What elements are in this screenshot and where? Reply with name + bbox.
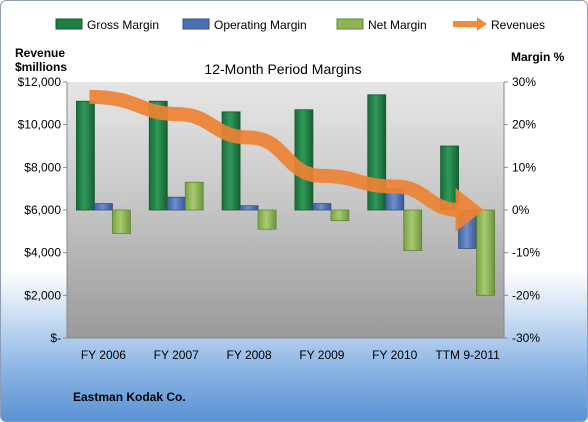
right-tick-label: -10% (512, 246, 540, 260)
operating-margin-bar (94, 203, 113, 211)
left-axis-ticks: $- $2,000 $4,000 $6,000 $8,000 $10,000 $12,000 (18, 75, 67, 345)
legend-label-operating: Operating Margin (214, 18, 307, 32)
legend-label-gross: Gross Margin (87, 18, 159, 32)
net-margin-bar (330, 209, 350, 222)
right-tick-label: 0% (512, 203, 530, 217)
plot-area (67, 82, 504, 338)
legend: Gross Margin Operating Margin Net Margin… (55, 17, 545, 32)
left-axis-title-line2: $millions (15, 60, 67, 74)
legend-label-net: Net Margin (368, 18, 427, 32)
left-tick-label: $2,000 (24, 288, 61, 302)
gross-margin-bar (76, 100, 95, 211)
category-label: TTM 9-2011 (435, 348, 500, 362)
operating-margin-bar (166, 196, 186, 211)
category-label: FY 2010 (372, 348, 417, 362)
right-tick-label: 20% (512, 118, 536, 132)
right-axis-title: Margin % (511, 50, 565, 64)
left-tick-label: $12,000 (18, 75, 62, 89)
left-tick-label: $8,000 (24, 160, 61, 174)
left-axis-title-line1: Revenue (15, 46, 65, 60)
legend-swatch-net (336, 18, 364, 30)
chart-title: 12-Month Period Margins (204, 61, 361, 77)
operating-margin-bar (239, 205, 259, 211)
revenue-series (89, 89, 484, 232)
revenue-line (89, 89, 461, 217)
right-tick-label: -20% (512, 288, 540, 302)
legend-arrow-icon (477, 17, 487, 31)
category-label: FY 2007 (154, 348, 199, 362)
left-tick-label: $- (50, 331, 61, 345)
legend-label-revenues: Revenues (491, 18, 545, 32)
category-label: FY 2009 (299, 348, 344, 362)
right-tick-label: -30% (512, 331, 540, 345)
revenue-arrowhead (455, 188, 484, 232)
category-label: FY 2006 (81, 348, 126, 362)
right-axis-ticks: -30% -20% -10% 0% 10% 20% 30% (504, 75, 540, 345)
net-margin-bar (257, 209, 277, 230)
category-labels: FY 2006 FY 2007 FY 2008 FY 2009 FY 2010 TTM 9… (81, 348, 500, 362)
legend-swatch-gross (55, 18, 83, 30)
left-tick-label: $6,000 (24, 203, 61, 217)
net-margin-bar (184, 181, 204, 211)
category-label: FY 2008 (227, 348, 272, 362)
right-tick-label: 30% (512, 75, 536, 89)
legend-swatch-operating (182, 18, 210, 30)
net-margin-bar (403, 209, 423, 251)
right-tick-label: 10% (512, 160, 536, 174)
net-margin-bar (112, 209, 131, 234)
net-margin-bar (476, 209, 495, 296)
operating-margin-bar (312, 203, 332, 211)
company-name: Eastman Kodak Co. (73, 390, 186, 404)
left-tick-label: $4,000 (24, 246, 61, 260)
gross-margin-bar (148, 100, 168, 211)
left-tick-label: $10,000 (18, 118, 62, 132)
